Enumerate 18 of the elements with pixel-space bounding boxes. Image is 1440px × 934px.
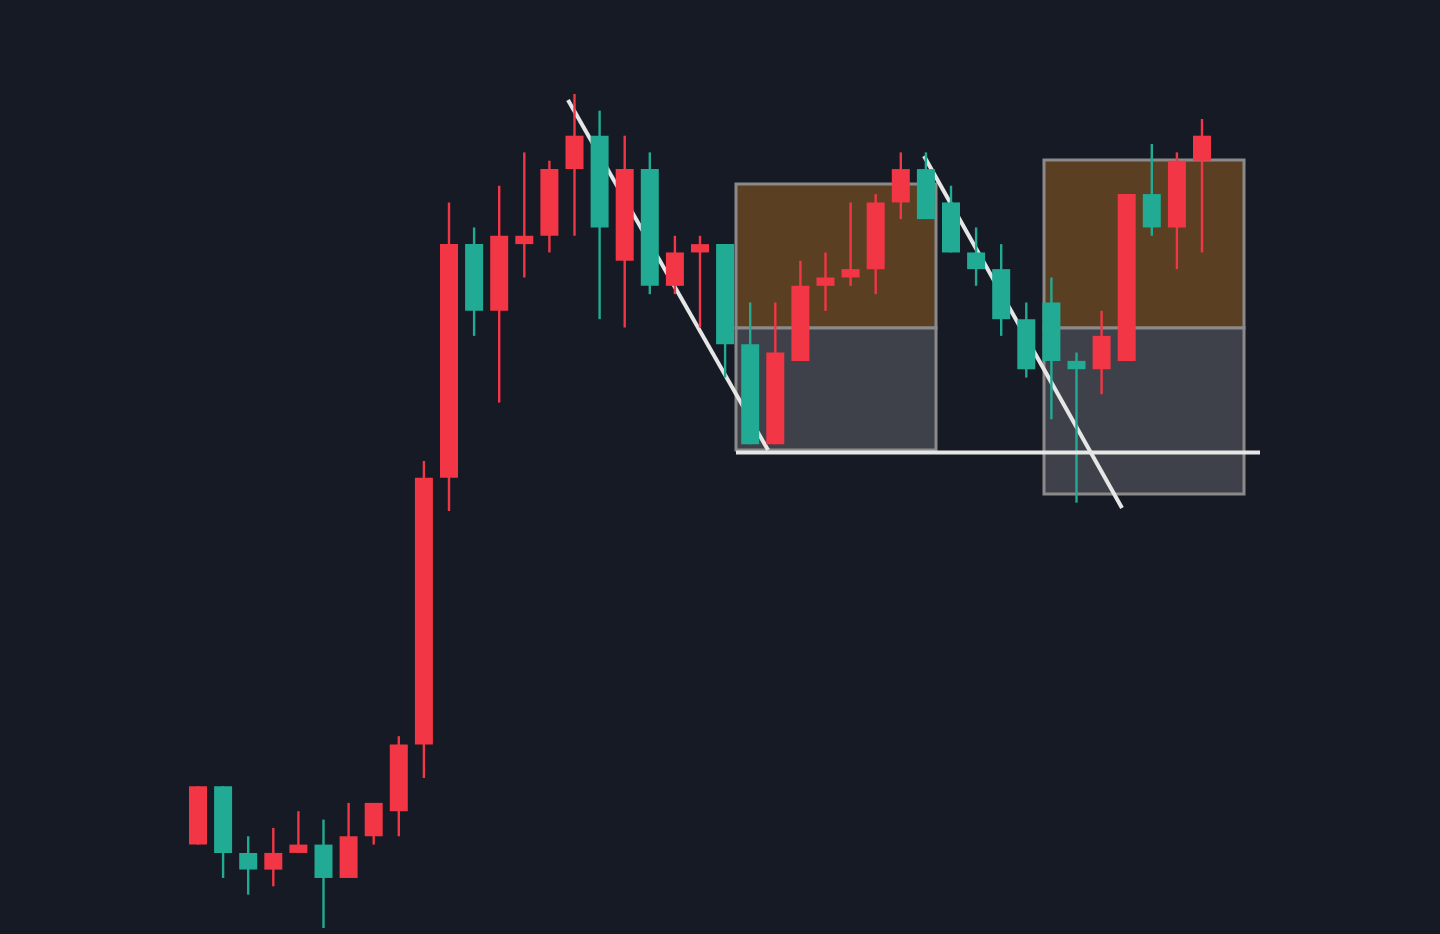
candlestick xyxy=(1193,117,1211,254)
candlestick xyxy=(364,801,383,846)
candlestick xyxy=(816,251,835,313)
candlestick xyxy=(314,818,333,930)
candlestick xyxy=(239,835,258,896)
candlestick xyxy=(339,801,358,880)
candlestick xyxy=(691,234,709,329)
candlestick xyxy=(967,226,986,288)
candlestick xyxy=(289,810,308,855)
candlestick xyxy=(1142,142,1161,237)
candlestick xyxy=(891,151,910,221)
candlestick xyxy=(1067,351,1086,504)
candlestick xyxy=(515,151,534,279)
candlestick xyxy=(565,92,584,237)
candlestick xyxy=(1092,309,1111,396)
candlestick xyxy=(665,234,684,296)
candlestick xyxy=(264,826,283,888)
candlestick xyxy=(841,201,860,288)
